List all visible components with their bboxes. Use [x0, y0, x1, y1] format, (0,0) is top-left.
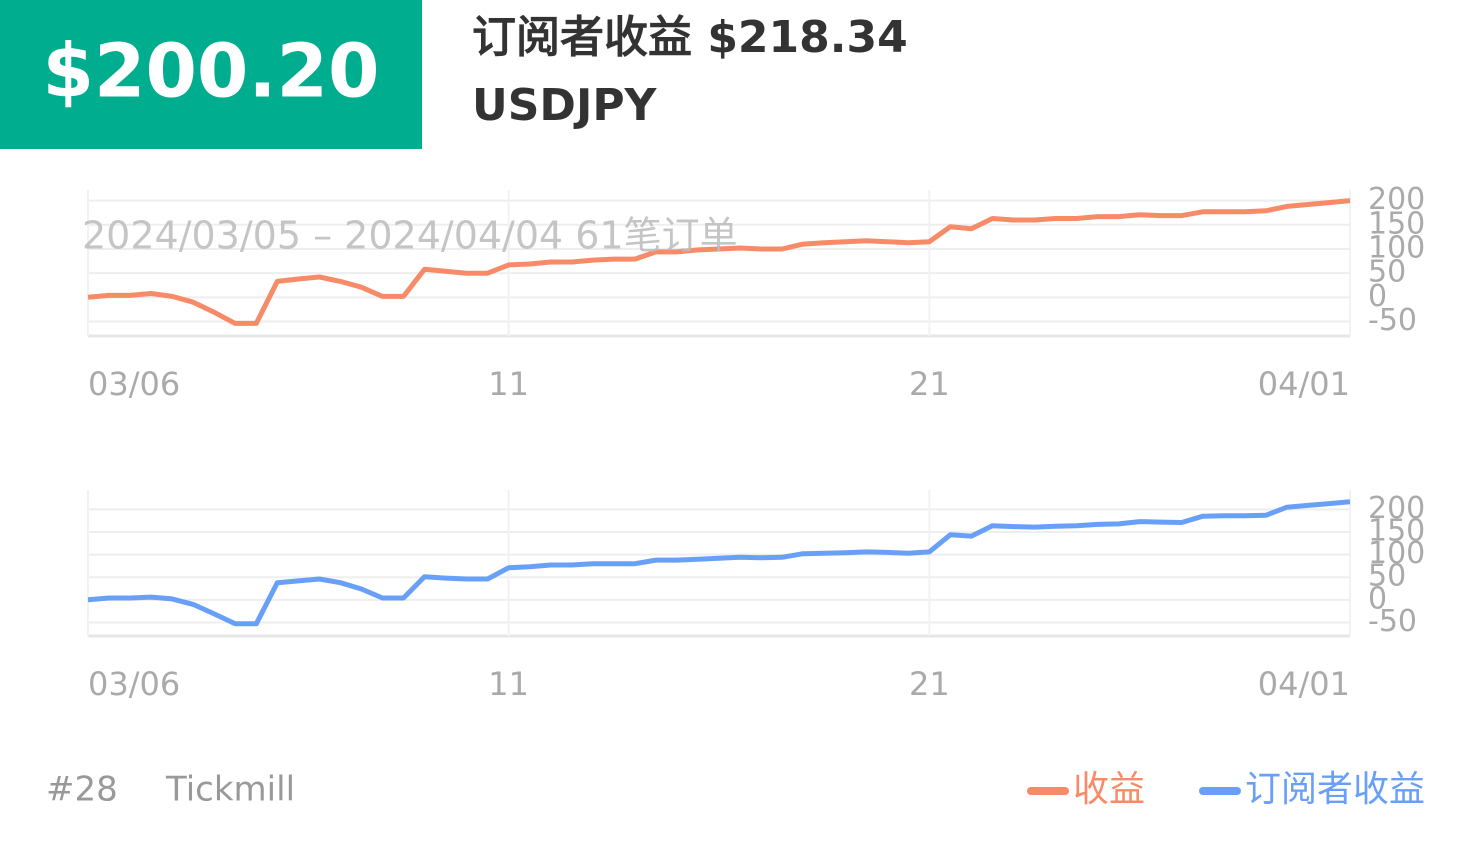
series-line	[87, 198, 1351, 326]
y-tick-label: 100	[1368, 536, 1425, 571]
y-tick-label: -50	[1368, 604, 1417, 639]
title: 订阅者收益 $218.34	[472, 12, 908, 63]
y-tick-label: 150	[1368, 514, 1425, 549]
x-tick-label: 04/01	[1258, 665, 1350, 703]
x-tick-label: 21	[909, 365, 950, 403]
y-tick-label: 0	[1368, 581, 1387, 616]
y-tick-label: 100	[1368, 230, 1425, 265]
period: 2024/03/05 – 2024/04/04 61笔订单	[82, 214, 738, 258]
y-tick-label: 50	[1368, 255, 1406, 290]
y-tick-label: 200	[1368, 491, 1425, 526]
amount-badge	[0, 0, 422, 149]
broker: Tickmill	[165, 770, 295, 810]
symbol: USDJPY	[472, 80, 658, 131]
x-tick-label: 03/06	[88, 665, 180, 703]
x-tick-label: 21	[909, 665, 950, 703]
x-tick-label: 11	[488, 365, 529, 403]
legend-label: 收益	[1073, 769, 1145, 810]
series-line	[87, 499, 1351, 627]
amount: $200.20	[42, 29, 379, 115]
y-tick-label: 200	[1368, 182, 1425, 217]
legend-label: 订阅者收益	[1245, 769, 1425, 810]
x-tick-label: 11	[488, 665, 529, 703]
rank: #28	[46, 770, 118, 810]
y-tick-label: 0	[1368, 279, 1387, 314]
x-tick-label: 03/06	[88, 365, 180, 403]
y-tick-label: 50	[1368, 559, 1406, 594]
y-tick-label: -50	[1368, 303, 1417, 338]
x-tick-label: 04/01	[1258, 365, 1350, 403]
y-tick-label: 150	[1368, 206, 1425, 241]
